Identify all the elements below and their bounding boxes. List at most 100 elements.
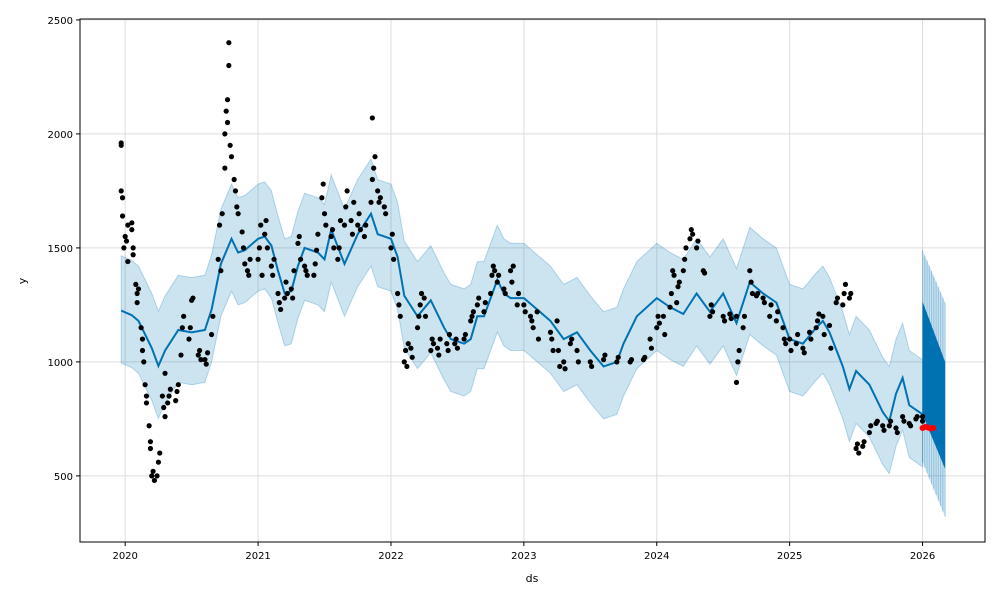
observed-point (454, 345, 461, 351)
observed-point (561, 359, 567, 365)
observed-point (422, 313, 429, 319)
observed-point (846, 295, 853, 301)
observed-point (130, 252, 136, 258)
observed-point (321, 211, 328, 217)
observed-point (602, 352, 608, 358)
observed-point (529, 318, 535, 324)
observed-point (470, 309, 476, 315)
observed-point (375, 188, 381, 194)
observed-point (736, 347, 742, 354)
observed-point (409, 354, 415, 360)
observed-point (320, 181, 326, 187)
uncertainty-band (120, 157, 923, 475)
observed-point (547, 329, 554, 335)
observed-point (534, 309, 540, 315)
observed-point (848, 290, 854, 297)
observed-point (363, 222, 369, 228)
observed-point (223, 108, 229, 114)
observed-point (589, 363, 595, 370)
observed-point (381, 204, 387, 210)
observed-point (741, 313, 748, 319)
observed-point (139, 347, 146, 354)
observed-point (271, 256, 277, 262)
observed-point (452, 341, 458, 347)
x-tick-label: 2024 (644, 551, 669, 562)
observed-point (313, 247, 320, 253)
observed-point (775, 309, 781, 315)
observed-point (587, 359, 593, 365)
y-axis-label: y (16, 277, 29, 284)
observed-point (288, 286, 294, 292)
observed-point (521, 302, 527, 308)
observed-point (355, 222, 361, 228)
observed-point (727, 311, 733, 317)
observed-point (239, 229, 245, 235)
observed-point (150, 468, 156, 474)
observed-point (828, 345, 834, 351)
observed-point (242, 261, 248, 267)
observed-point (291, 268, 297, 274)
observed-point (226, 62, 232, 69)
observed-point (219, 211, 225, 217)
observed-point (133, 281, 139, 287)
observed-point (130, 245, 136, 251)
observed-point (535, 336, 542, 342)
observed-point (482, 300, 488, 306)
observed-point (760, 295, 766, 301)
observed-point (434, 345, 441, 351)
x-tick-label: 2023 (511, 551, 536, 562)
observed-point (721, 318, 728, 324)
observed-point (816, 311, 822, 317)
observed-point (860, 443, 866, 449)
observed-point (826, 322, 833, 329)
observed-point (414, 325, 421, 331)
y-tick-label: 1000 (48, 358, 73, 369)
x-tick-label: 2025 (777, 551, 802, 562)
observed-point (514, 302, 520, 308)
observed-point (418, 290, 425, 297)
observed-point (780, 325, 786, 331)
observed-point (557, 363, 563, 370)
observed-point (159, 393, 165, 399)
observed-point (445, 347, 451, 354)
observed-point (203, 361, 209, 367)
observed-point (224, 119, 231, 126)
observed-point (284, 290, 290, 297)
observed-point (357, 227, 364, 233)
observed-point (174, 388, 180, 395)
observed-point (690, 231, 696, 237)
observed-point (733, 379, 740, 386)
observed-point (312, 261, 318, 267)
observed-point (388, 245, 394, 251)
grid (80, 19, 985, 542)
observed-point (868, 423, 874, 429)
observed-point (119, 195, 126, 201)
observed-point (748, 279, 754, 285)
observed-point (134, 290, 140, 297)
observed-point (446, 331, 453, 338)
observed-point (227, 142, 233, 148)
axis-ticks: 2020 2021 2022 2023 2024 2025 2026 500 1000 1500 2… (48, 16, 936, 562)
observed-point (550, 347, 556, 354)
observed-point (125, 258, 131, 265)
observed-point (161, 404, 167, 411)
observed-point (469, 313, 475, 319)
observed-point (675, 284, 681, 290)
observed-point (372, 154, 378, 160)
observed-point (356, 211, 362, 217)
observed-point (147, 445, 154, 452)
observed-point (670, 268, 676, 274)
observed-point (688, 227, 694, 233)
observed-point (821, 331, 827, 338)
observed-point (549, 336, 555, 342)
observed-point (226, 40, 232, 46)
observed-point (894, 429, 900, 436)
observed-point (275, 290, 281, 297)
observed-point (118, 142, 124, 148)
observed-point (695, 238, 701, 244)
observed-point (329, 227, 336, 233)
observed-point (166, 393, 172, 399)
observed-point (231, 176, 237, 183)
observed-point (428, 347, 434, 354)
observed-point (755, 290, 761, 297)
